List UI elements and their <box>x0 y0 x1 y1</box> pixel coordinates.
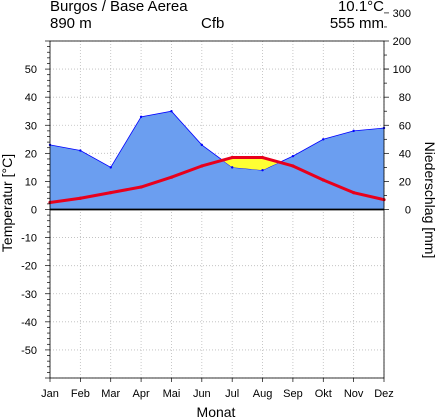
precip-tick-label: 40 <box>399 148 411 160</box>
precip-tick-label: 200 <box>393 36 411 48</box>
month-label: Jan <box>41 388 59 400</box>
month-label: Aug <box>253 388 273 400</box>
mean-temperature-label: 10.1°C <box>337 0 384 15</box>
month-label: Nov <box>344 388 364 400</box>
temp-tick-label: -40 <box>21 317 37 329</box>
temperature-point <box>260 155 265 160</box>
temp-tick-label: 40 <box>25 92 37 104</box>
precipitation-point <box>79 149 82 152</box>
precip-tick-label: 60 <box>399 120 411 132</box>
temperature-point <box>169 175 174 179</box>
temperature-point <box>200 164 204 168</box>
precipitation-point <box>109 166 112 169</box>
precip-tick-label: 300 <box>393 8 411 20</box>
temperature-point <box>321 178 325 182</box>
arid-area <box>222 157 279 171</box>
month-label: Apr <box>133 388 150 400</box>
temperature-point <box>139 185 143 189</box>
precip-tick-label: 0 <box>405 205 411 217</box>
tick-labels: -50 -40 -30 -20 -10 0 10 20 30 40 50 0 20 40 60 80 100 20… <box>21 8 411 400</box>
temperature-point <box>230 155 234 160</box>
month-label: Sep <box>283 388 303 400</box>
axes <box>45 12 389 382</box>
temp-tick-label: -20 <box>21 261 37 273</box>
temp-tick-label: 50 <box>25 64 37 76</box>
climate-class-label: Cfb <box>201 15 225 32</box>
month-label: Okt <box>315 388 332 400</box>
temperature-point <box>291 164 295 168</box>
precipitation-point <box>139 115 143 119</box>
month-label: Feb <box>71 388 90 400</box>
temp-tick-label: 10 <box>25 176 37 188</box>
station-name: Burgos / Base Aerea <box>50 0 188 15</box>
month-label: Dez <box>374 388 394 400</box>
precipitation-line <box>49 110 385 171</box>
temp-tick-label: 30 <box>25 120 37 132</box>
precip-tick-label: 20 <box>399 176 411 188</box>
right-axis-title: Niederschlag [mm] <box>422 142 438 259</box>
month-label: Jun <box>193 388 211 400</box>
month-label: Mai <box>163 388 181 400</box>
precipitation-point <box>170 110 173 113</box>
x-axis-title: Monat <box>197 404 236 418</box>
temp-tick-label: -30 <box>21 289 37 301</box>
precipitation-point <box>322 138 325 141</box>
annual-precipitation-label: 555 mm <box>329 15 384 32</box>
temp-tick-label: -10 <box>21 233 37 245</box>
precipitation-point <box>352 129 355 133</box>
precipitation-point <box>261 168 264 172</box>
temp-tick-label: 20 <box>25 148 37 160</box>
left-axis-title: Temperatur [°C] <box>0 154 15 252</box>
temperature-point <box>78 196 82 200</box>
temp-tick-label: -50 <box>21 345 37 357</box>
precipitation-point <box>230 166 234 169</box>
temperature-line <box>49 156 385 204</box>
precip-tick-label: 100 <box>393 64 411 76</box>
elevation-label: 890 m <box>50 15 92 32</box>
temperature-point <box>109 191 113 195</box>
month-label: Mar <box>101 388 120 400</box>
precipitation-point <box>200 143 204 147</box>
precip-tick-label: 80 <box>399 92 411 104</box>
precipitation-point <box>291 154 295 158</box>
temp-tick-label: 0 <box>31 205 37 217</box>
month-label: Jul <box>225 388 239 400</box>
temperature-point <box>352 191 356 195</box>
